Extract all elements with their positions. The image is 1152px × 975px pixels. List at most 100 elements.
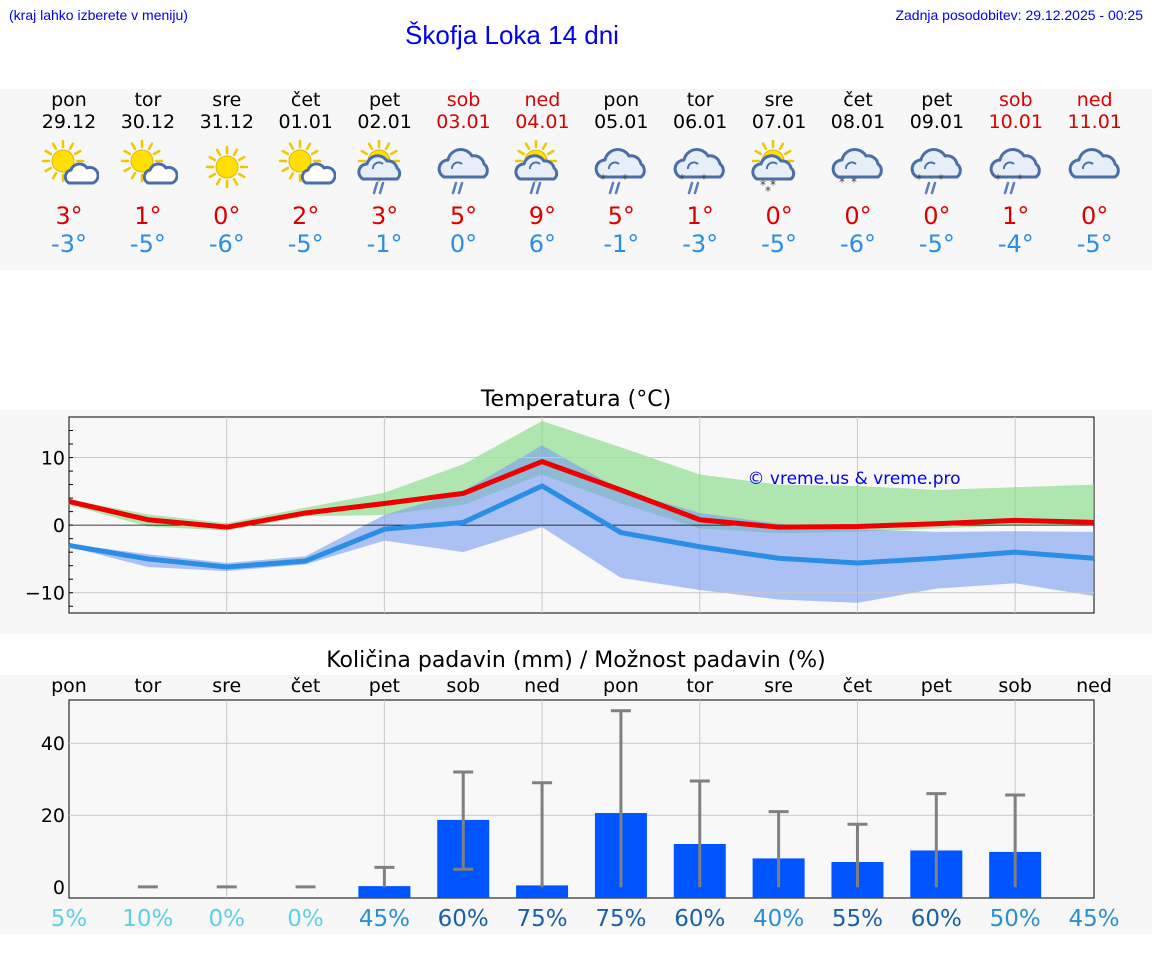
day-column: sre 07.01 * * * 0° -5°: [740, 89, 819, 258]
day-column: pet 02.01 3° -1°: [345, 89, 424, 258]
precip-probability: 5%: [51, 906, 88, 932]
day-name: ned: [1076, 89, 1113, 111]
svg-text:*: *: [770, 178, 776, 192]
precip-chart: pon tor sre čet pet sob ned pon tor sre čet pet sob n…: [41, 675, 1120, 932]
svg-text:*: *: [701, 172, 707, 186]
precip-probability: 55%: [832, 906, 883, 932]
precip-day-label: tor: [686, 675, 713, 697]
day-date: 08.01: [830, 111, 886, 133]
precip-error-bar: [847, 822, 868, 888]
precip-probability: 45%: [1068, 906, 1119, 932]
temp-y-tick-label: 0: [53, 515, 65, 537]
sun-cloud-snow-icon: * * *: [740, 136, 819, 202]
day-column: sob 03.01 5° 0°: [424, 89, 503, 258]
day-date: 03.01: [436, 111, 491, 133]
precip-chart-title: Količina padavin (mm) / Možnost padavin …: [326, 648, 826, 673]
day-date: 02.01: [357, 111, 412, 133]
precip-day-label: čet: [843, 675, 873, 697]
precip-probability: 60%: [911, 906, 962, 932]
temp-max: 0°: [844, 202, 872, 230]
temp-max: 0°: [923, 202, 951, 230]
temp-min: -3°: [51, 230, 87, 258]
svg-text:*: *: [600, 172, 606, 186]
temp-max: 1°: [686, 202, 714, 230]
precip-y-tick-label: 0: [53, 877, 65, 899]
svg-text:*: *: [765, 184, 771, 198]
forecast-band: [0, 89, 1152, 270]
precip-probability: 0%: [287, 906, 324, 932]
watermark: © vreme.us & vreme.pro: [747, 469, 960, 489]
day-column: pet 09.01 * * 0° -5°: [897, 89, 976, 258]
temp-max: 9°: [528, 202, 557, 230]
precip-error-bar: [453, 770, 474, 871]
day-date: 01.01: [278, 111, 333, 133]
temp-min: -4°: [997, 230, 1034, 258]
temp-min: -6°: [840, 230, 876, 258]
precip-probability: 60%: [438, 906, 489, 932]
precip-y-tick-label: 40: [41, 733, 65, 755]
svg-text:*: *: [916, 172, 922, 186]
day-date: 05.01: [594, 111, 649, 133]
temp-min: -5°: [129, 230, 166, 258]
day-column: sob 10.01 * * 1° -4°: [976, 89, 1055, 258]
day-date: 10.01: [988, 111, 1043, 133]
svg-text:*: *: [839, 175, 845, 189]
svg-text:*: *: [622, 172, 628, 186]
day-name: pet: [921, 89, 953, 111]
precip-error-bar: [1005, 793, 1026, 888]
sun-cloud-rain-icon: [345, 136, 424, 202]
temp-min: -1°: [603, 230, 640, 258]
precip-y-tick-label: 20: [41, 805, 65, 827]
precip-probability: 40%: [753, 906, 804, 932]
precip-day-label: pon: [603, 675, 639, 697]
precip-day-label: ned: [524, 675, 560, 697]
svg-text:*: *: [760, 178, 766, 192]
temp-min: -1°: [366, 230, 403, 258]
cloud-rain-icon: [424, 136, 503, 202]
cloud-sleet-icon: * *: [582, 136, 661, 202]
precip-day-label: pon: [51, 675, 87, 697]
temp-min-line: [68, 483, 1095, 570]
temp-max-line: [68, 459, 1095, 530]
temperature-chart: −10 0 10 © vreme.us & vreme.pro: [25, 416, 1095, 614]
temp-min: -5°: [918, 230, 955, 258]
day-date: 31.12: [199, 111, 254, 133]
precip-error-bar: [689, 779, 710, 888]
cloud-sleet-icon: * *: [976, 136, 1055, 202]
last-update: Zadnja posodobitev: 29.12.2025 - 00:25: [895, 7, 1143, 23]
day-column: tor 06.01 * * 1° -3°: [661, 89, 740, 258]
precip-probability: 75%: [517, 906, 568, 932]
precip-probability: 10%: [122, 906, 173, 932]
day-date: 04.01: [515, 111, 570, 133]
svg-text:*: *: [1017, 172, 1023, 186]
day-name: sob: [446, 89, 481, 111]
temp-min: -5°: [287, 230, 324, 258]
precip-day-label: sre: [764, 675, 793, 697]
cloud-snow-icon: * *: [819, 136, 898, 202]
day-column: ned 11.01 0° -5°: [1055, 89, 1134, 258]
temp-min: -3°: [682, 230, 719, 258]
precip-day-label: sre: [212, 675, 241, 697]
svg-text:*: *: [851, 175, 857, 189]
precip-error-bar: [768, 810, 789, 888]
precip-day-label: sob: [446, 675, 480, 697]
page-title: Škofja Loka 14 dni: [405, 20, 619, 50]
day-name: tor: [134, 89, 162, 111]
temp-min: 6°: [528, 230, 557, 258]
day-date: 29.12: [41, 111, 97, 133]
precip-day-label: čet: [291, 675, 321, 697]
cloud-icon: [1055, 136, 1134, 202]
day-name: ned: [524, 89, 561, 111]
day-date: 11.01: [1067, 111, 1122, 133]
sun-cloud-icon: [108, 136, 187, 202]
day-name: sob: [999, 89, 1033, 111]
precip-probability: 75%: [595, 906, 646, 932]
svg-text:*: *: [938, 172, 944, 186]
day-date: 06.01: [672, 111, 728, 133]
day-column: pon 29.12 3° -3°: [30, 89, 109, 258]
temp-min: -5°: [761, 230, 798, 258]
day-name: pon: [51, 89, 87, 111]
sun-cloud-rain-icon: [503, 136, 582, 202]
svg-text:*: *: [995, 172, 1001, 186]
precip-day-label: pet: [921, 675, 952, 697]
